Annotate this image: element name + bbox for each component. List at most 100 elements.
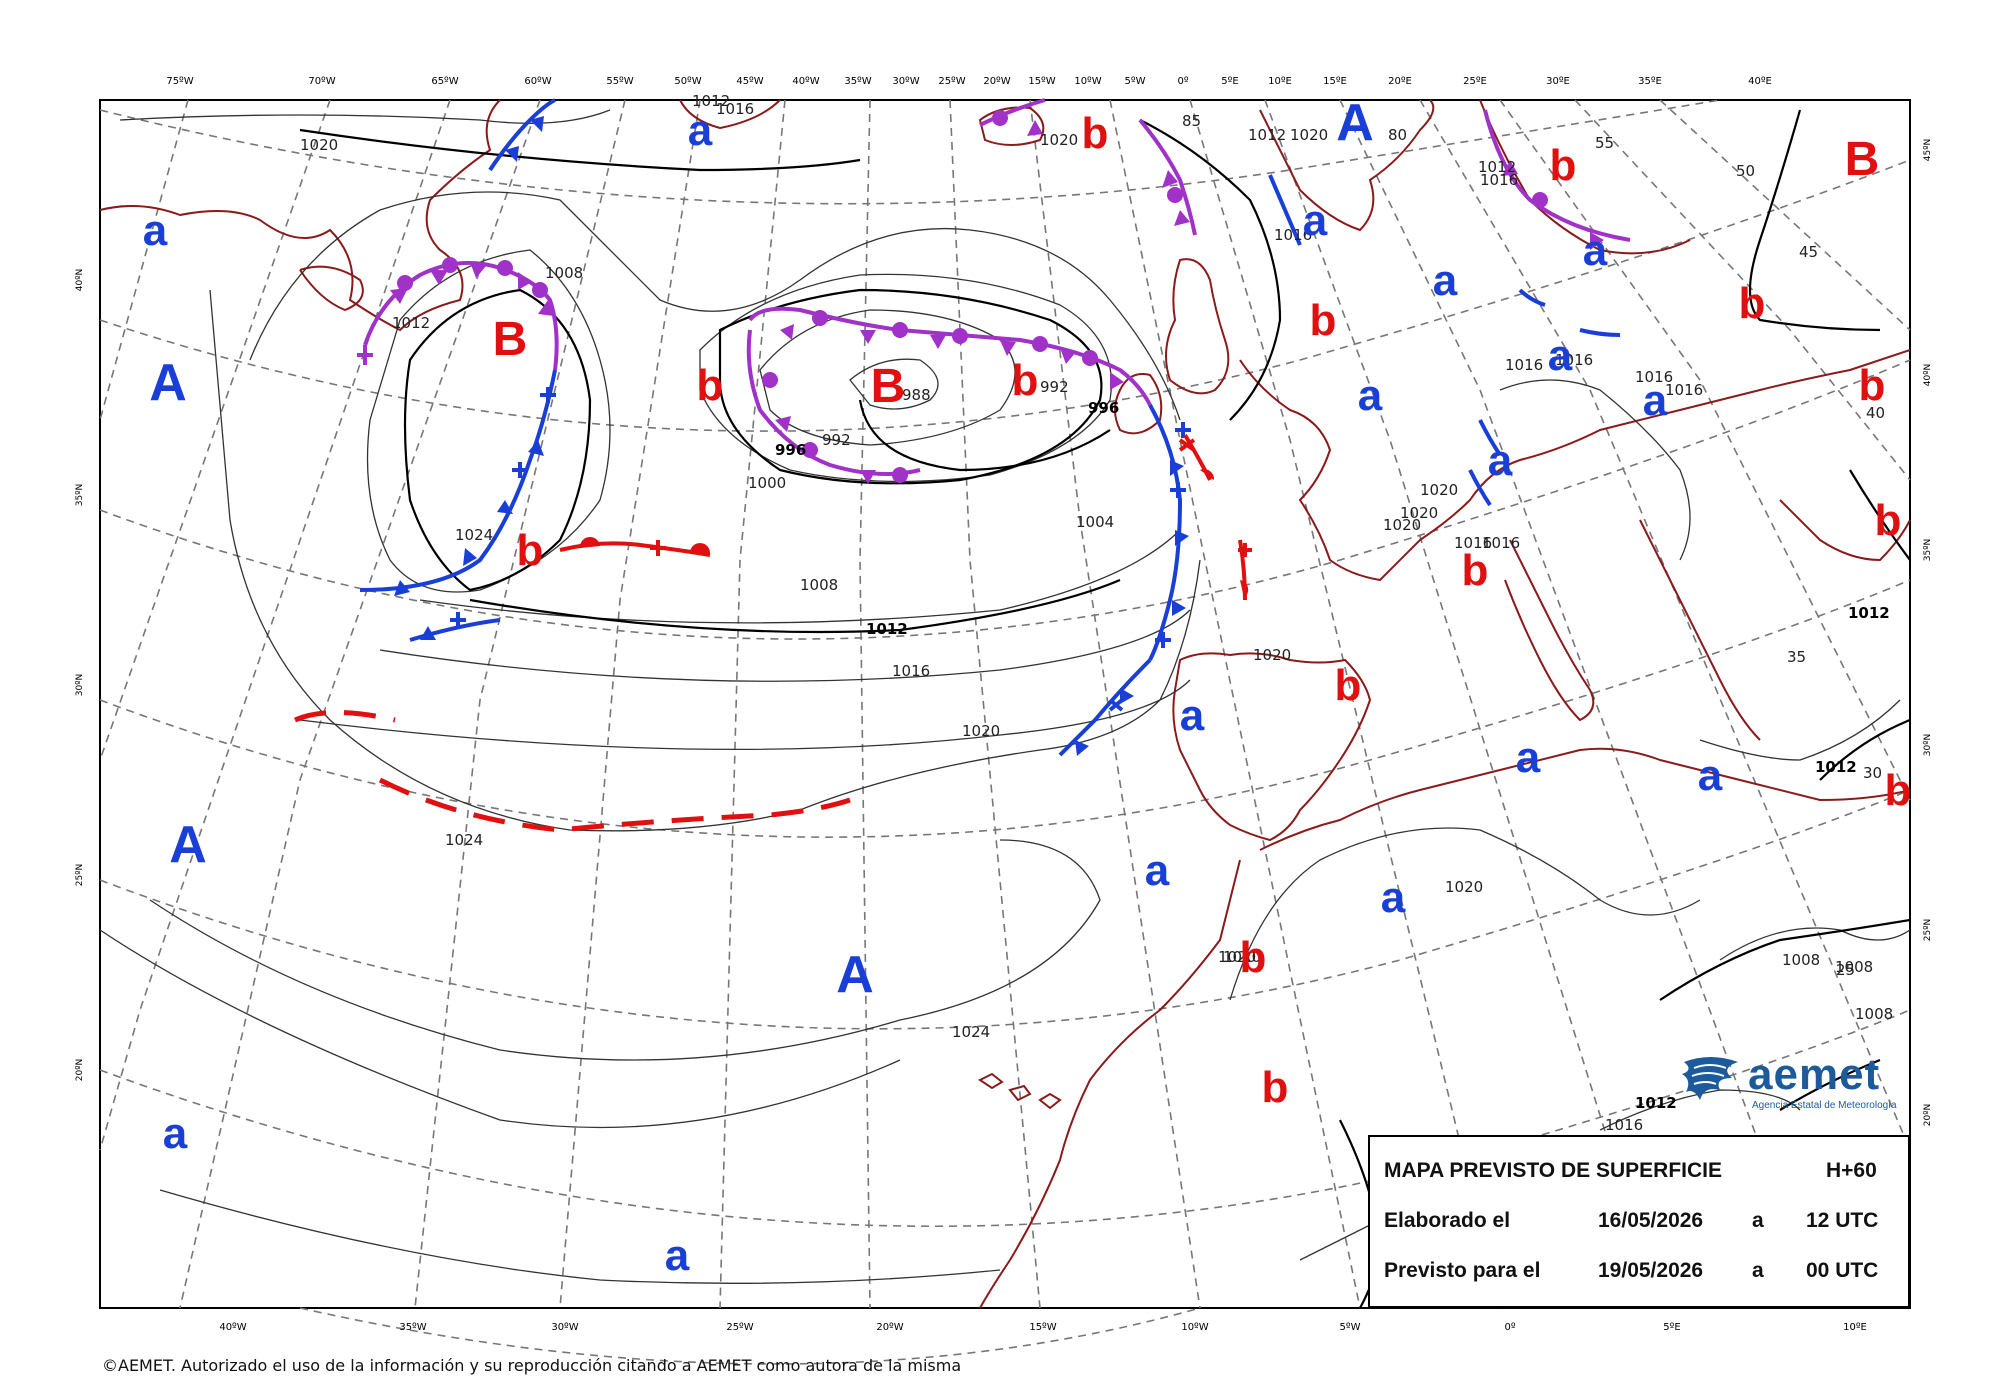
top-lon-label: 0º	[1177, 76, 1188, 87]
high-center-label: a	[1145, 846, 1170, 895]
high-center-label: a	[1180, 691, 1205, 740]
left-lat-label: 35ºN	[75, 484, 85, 506]
high-center-label: a	[1643, 376, 1668, 425]
pressure-centres: A A A A a a a a a a a a a a a a a a a a …	[143, 94, 1912, 1280]
isobar-label: 1020	[300, 136, 338, 154]
info-elaborated-label: Elaborado el	[1384, 1209, 1511, 1232]
warm-fronts	[294, 433, 1252, 833]
isobar-label: 1004	[1076, 513, 1114, 531]
isobar-label: 80	[1388, 126, 1407, 144]
isobar-label: 1008	[800, 576, 838, 594]
low-center-label: b	[1085, 147, 1086, 149]
isobar-label: 1012	[866, 620, 908, 638]
high-center-label: A	[149, 354, 187, 412]
bottom-lon-label: 15ºW	[1029, 1322, 1056, 1333]
bottom-lon-label: 10ºE	[1843, 1322, 1867, 1333]
high-center-label: a	[1583, 226, 1608, 275]
isobar-label: 992	[822, 431, 851, 449]
low-center-label: b	[1335, 661, 1362, 710]
isobar-label: 1016	[892, 662, 930, 680]
isobar-label: 996	[775, 441, 806, 459]
left-lat-label: 40ºN	[75, 269, 85, 291]
isobar-label: 1012	[692, 92, 730, 110]
high-center-label: a	[1488, 436, 1513, 485]
isobar-label: 1016	[1555, 351, 1593, 369]
right-lat-labels: 45ºN 40ºN 35ºN 30ºN 25ºN 20ºN	[1923, 139, 1933, 1126]
bottom-lon-label: 5ºW	[1340, 1322, 1361, 1333]
low-center-label: b	[517, 526, 544, 575]
map-frame	[99, 99, 1911, 1309]
isobar-label: 1008	[1835, 958, 1873, 976]
low-center-label: b	[697, 361, 724, 410]
info-elaborated-at: a	[1752, 1209, 1764, 1232]
top-lon-label: 45ºW	[736, 76, 763, 87]
isobar-label: 1016	[1274, 226, 1312, 244]
info-forecast-label: Previsto para el	[1384, 1259, 1541, 1282]
bottom-lon-label: 30ºW	[551, 1322, 578, 1333]
low-center-label: b	[1875, 496, 1902, 545]
isobar-label: 996	[1088, 399, 1119, 417]
top-lon-label: 5ºE	[1221, 76, 1238, 87]
top-lon-label: 15ºW	[1028, 76, 1055, 87]
isobar-label: 1008	[1782, 951, 1820, 969]
isobar-label: 1012	[1478, 158, 1516, 176]
left-lat-label: 20ºN	[75, 1059, 85, 1081]
isobar-label: 1012	[392, 314, 430, 332]
left-lat-labels: 40ºN 35ºN 30ºN 25ºN 20ºN	[75, 269, 85, 1081]
low-center-label: b	[1240, 933, 1267, 982]
right-lat-label: 25ºN	[1923, 919, 1933, 941]
isobar-label: 1016	[1665, 381, 1703, 399]
top-lon-label: 20ºW	[983, 76, 1010, 87]
top-lon-label: 20ºE	[1388, 76, 1412, 87]
high-center-label: a	[1516, 733, 1541, 782]
high-center-label: A	[836, 946, 874, 1004]
isobar-label: 1012	[1248, 126, 1286, 144]
high-center-label: a	[688, 106, 713, 155]
high-center-label: A	[1336, 94, 1374, 152]
isobar-label: 1024	[952, 1023, 990, 1041]
isobar-label: 1016	[1480, 171, 1518, 189]
low-center-label: b	[1310, 296, 1337, 345]
isobar-labels: 1020 1016 1012 1008 1012 1008 1004 1000 …	[300, 92, 1893, 1134]
low-center-label: B	[1845, 133, 1880, 186]
high-center-label: a	[1381, 873, 1406, 922]
low-center-label: b	[1885, 766, 1912, 815]
low-center-label: B	[493, 313, 528, 366]
top-lon-label: 55ºW	[606, 76, 633, 87]
top-lon-label: 15ºE	[1323, 76, 1347, 87]
isobar-label: 1020	[1040, 131, 1078, 149]
isobar-label: 1020	[1400, 504, 1438, 522]
info-elaborated-date: 16/05/2026	[1598, 1209, 1704, 1232]
bottom-lon-label: 35ºW	[399, 1322, 426, 1333]
isobar-label: 1020	[1420, 481, 1458, 499]
right-lat-label: 45ºN	[1923, 139, 1933, 161]
isobar-label: 85	[1182, 112, 1201, 130]
low-center-label: b	[1082, 109, 1109, 158]
bottom-lon-label: 20ºW	[876, 1322, 903, 1333]
high-center-label: a	[665, 1231, 690, 1280]
isobar-label: 1020	[1223, 948, 1261, 966]
cold-fronts	[359, 98, 1621, 757]
low-center-label: b	[1550, 141, 1577, 190]
isobar-label: 1016	[716, 100, 754, 118]
info-lead-time: H+60	[1826, 1159, 1877, 1182]
isobar-label: 1016	[1454, 534, 1492, 552]
isobar-label: 1016	[1635, 368, 1673, 386]
top-lon-label: 30ºW	[892, 76, 919, 87]
top-lon-label: 25ºE	[1463, 76, 1487, 87]
right-lat-label: 40ºN	[1923, 364, 1933, 386]
low-center-label: B	[871, 360, 906, 413]
high-center-label: a	[163, 1109, 188, 1158]
info-elaborated-time: 12 UTC	[1806, 1209, 1879, 1232]
isobars-bold	[299, 109, 1911, 1309]
top-lon-label: 60ºW	[524, 76, 551, 87]
top-lon-label: 40ºW	[792, 76, 819, 87]
isobar-label: 35	[1787, 648, 1806, 666]
info-forecast-date: 19/05/2026	[1598, 1259, 1704, 1282]
coastlines	[99, 99, 1911, 1309]
isobar-label: 1020	[962, 722, 1000, 740]
bottom-lon-label: 5ºE	[1663, 1322, 1680, 1333]
left-lat-label: 30ºN	[75, 674, 85, 696]
top-lon-label: 5ºW	[1125, 76, 1146, 87]
isobar-label: 1016	[1505, 356, 1543, 374]
